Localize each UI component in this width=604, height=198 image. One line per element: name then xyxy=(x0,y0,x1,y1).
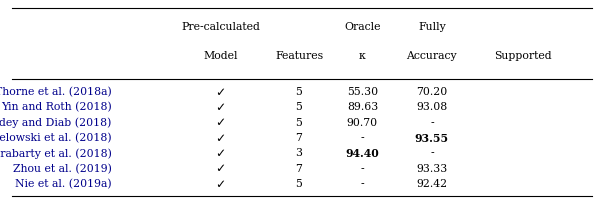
Text: 5: 5 xyxy=(295,118,303,128)
Text: -: - xyxy=(361,164,364,174)
Text: 93.08: 93.08 xyxy=(416,102,448,112)
Text: -: - xyxy=(430,148,434,158)
Text: 55.30: 55.30 xyxy=(347,87,378,97)
Text: Chakrabarty et al. (2018): Chakrabarty et al. (2018) xyxy=(0,148,112,159)
Text: ✓: ✓ xyxy=(216,101,225,114)
Text: Yin and Roth (2018): Yin and Roth (2018) xyxy=(1,102,112,113)
Text: Nie et al. (2019a): Nie et al. (2019a) xyxy=(15,179,112,189)
Text: 3: 3 xyxy=(295,148,303,158)
Text: 7: 7 xyxy=(295,164,303,174)
Text: Model: Model xyxy=(203,51,238,61)
Text: 5: 5 xyxy=(295,102,303,112)
Text: Thorne et al. (2018a): Thorne et al. (2018a) xyxy=(0,87,112,97)
Text: 90.70: 90.70 xyxy=(347,118,378,128)
Text: Features: Features xyxy=(275,51,323,61)
Text: κ: κ xyxy=(359,51,366,61)
Text: 5: 5 xyxy=(295,87,303,97)
Text: 92.42: 92.42 xyxy=(416,179,448,189)
Text: 94.40: 94.40 xyxy=(345,148,379,159)
Text: 93.55: 93.55 xyxy=(415,133,449,144)
Text: Hidey and Diab (2018): Hidey and Diab (2018) xyxy=(0,117,112,128)
Text: ✓: ✓ xyxy=(216,116,225,129)
Text: -: - xyxy=(430,118,434,128)
Text: ✓: ✓ xyxy=(216,178,225,191)
Text: Fully: Fully xyxy=(418,22,446,32)
Text: Pre-calculated: Pre-calculated xyxy=(181,22,260,32)
Text: 5: 5 xyxy=(295,179,303,189)
Text: ✓: ✓ xyxy=(216,86,225,99)
Text: Zhou et al. (2019): Zhou et al. (2019) xyxy=(13,164,112,174)
Text: ✓: ✓ xyxy=(216,162,225,175)
Text: ✓: ✓ xyxy=(216,147,225,160)
Text: Accuracy: Accuracy xyxy=(406,51,457,61)
Text: Hanselowski et al. (2018): Hanselowski et al. (2018) xyxy=(0,133,112,143)
Text: 89.63: 89.63 xyxy=(347,102,378,112)
Text: ✓: ✓ xyxy=(216,132,225,145)
Text: 70.20: 70.20 xyxy=(416,87,448,97)
Text: 7: 7 xyxy=(295,133,303,143)
Text: 93.33: 93.33 xyxy=(416,164,448,174)
Text: -: - xyxy=(361,133,364,143)
Text: -: - xyxy=(361,179,364,189)
Text: Supported: Supported xyxy=(493,51,551,61)
Text: Oracle: Oracle xyxy=(344,22,381,32)
